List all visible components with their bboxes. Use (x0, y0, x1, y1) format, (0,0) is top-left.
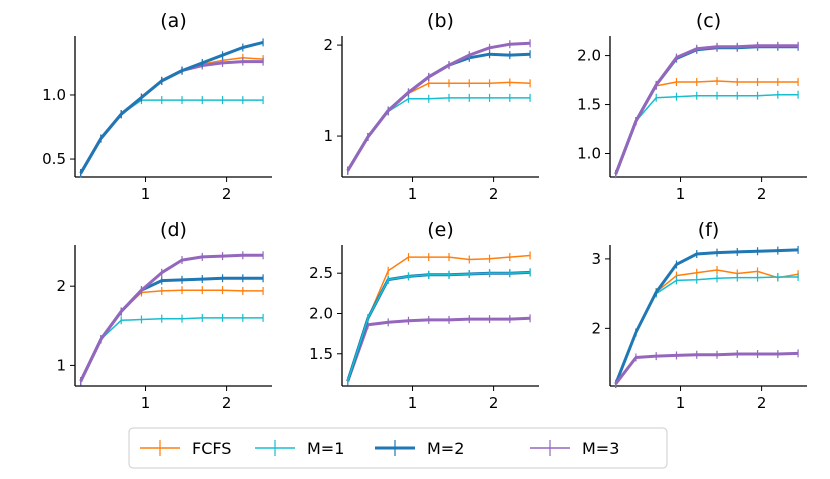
chart-title: (b) (427, 10, 454, 32)
y-tick-label: 1.0 (42, 86, 66, 104)
x-tick-label: 2 (757, 185, 767, 203)
x-tick-label: 1 (141, 185, 151, 203)
legend-label: M=1 (307, 439, 344, 458)
x-tick-label: 1 (408, 185, 418, 203)
y-tick-label: 2 (323, 36, 333, 54)
chart-panel-5: (e) 1 2 1.5 2.0 2.5 (309, 219, 539, 412)
x-tick-label: 2 (489, 185, 499, 203)
y-tick-label: 2.5 (309, 264, 333, 282)
legend-label: FCFS (192, 439, 231, 458)
chart-panel-1: (a) 1 2 0.5 1.0 (42, 10, 272, 203)
series-line-M3 (79, 60, 264, 174)
series-line-M2 (346, 270, 531, 382)
chart-title: (c) (696, 10, 721, 32)
series-line-M2 (79, 40, 264, 174)
x-tick-label: 2 (222, 185, 232, 203)
series-line-M1 (615, 276, 799, 385)
y-tick-label: 1.5 (577, 96, 601, 114)
series-line-M3 (79, 253, 264, 382)
chart-title: (f) (698, 219, 720, 241)
y-tick-label: 1 (56, 356, 66, 374)
legend-item-m3: M=3 (530, 439, 619, 458)
chart-panel-2: (b) 1 2 1 2 (323, 10, 539, 203)
x-tick-label: 1 (676, 185, 686, 203)
series-line-M3 (346, 316, 531, 382)
series-line-M2 (614, 248, 799, 385)
series-line-M1 (346, 271, 531, 382)
x-tick-label: 2 (222, 394, 232, 412)
legend: FCFS M=1 M=2 M=3 (128, 427, 668, 469)
series-line-M1 (347, 97, 531, 171)
chart-panel-6: (f) 1 2 2 3 (591, 219, 807, 412)
chart-panel-4: (d) 1 2 1 2 (56, 219, 272, 412)
chart-title: (a) (160, 10, 186, 32)
legend-label: M=3 (582, 439, 619, 458)
chart-title: (e) (427, 219, 454, 241)
series-line-M3 (614, 351, 799, 385)
series-line-FCFS (615, 269, 799, 385)
x-tick-label: 1 (141, 394, 151, 412)
y-tick-label: 0.5 (42, 150, 66, 168)
y-tick-label: 2.0 (309, 304, 333, 322)
legend-item-m2: M=2 (375, 439, 464, 458)
chart-title: (d) (160, 219, 187, 241)
x-tick-label: 2 (489, 394, 499, 412)
series-line-M3 (614, 44, 799, 175)
x-tick-label: 1 (408, 394, 418, 412)
x-tick-label: 2 (757, 394, 767, 412)
y-tick-label: 3 (591, 250, 601, 268)
legend-item-m1: M=1 (255, 439, 344, 458)
chart-panel-3: (c) 1 2 1.0 1.5 2.0 (577, 10, 807, 203)
series-line-FCFS (346, 254, 531, 382)
y-tick-label: 1.5 (309, 345, 333, 363)
y-tick-label: 2 (591, 319, 601, 337)
series-line-M3 (346, 41, 531, 172)
series-line-M1 (614, 94, 799, 175)
y-tick-label: 1 (323, 127, 333, 145)
y-tick-label: 1.0 (577, 145, 601, 163)
series-line-M1 (80, 317, 264, 382)
legend-label: M=2 (427, 439, 464, 458)
y-tick-label: 2.0 (577, 47, 601, 65)
y-tick-label: 2 (56, 277, 66, 295)
legend-item-fcfs: FCFS (140, 439, 231, 458)
series-line-FCFS (80, 289, 264, 382)
series-line-M1 (80, 99, 264, 174)
x-tick-label: 1 (676, 394, 686, 412)
